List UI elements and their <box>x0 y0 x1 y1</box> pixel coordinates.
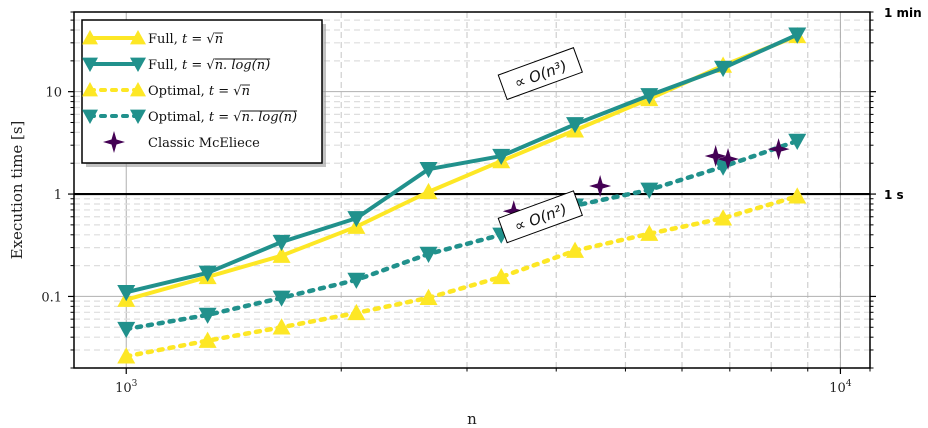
legend-marker <box>103 131 125 153</box>
annotation-box <box>497 47 583 101</box>
series-line-2 <box>123 194 800 359</box>
legend: Full, t = √n Full, t = √n. log(n) Optimal,… <box>81 19 326 167</box>
series-0-point <box>419 182 438 200</box>
legend-label-4: Classic McEliece <box>148 136 260 151</box>
legend-marker <box>130 109 146 124</box>
ticks: 103 104 0.1 1 10 1 min 1 s <box>41 6 921 396</box>
scatter-point <box>767 138 790 161</box>
series-2-point <box>566 241 585 258</box>
right-axis-label: 1 min <box>884 6 922 20</box>
y-tick-label: 10 <box>45 86 62 101</box>
series-3-point <box>198 307 217 324</box>
series-3-point <box>272 290 291 307</box>
scatter-point <box>717 147 740 170</box>
series-1-point <box>419 161 438 179</box>
series-1-point <box>272 234 291 252</box>
legend-marker <box>130 30 146 45</box>
series-3-point <box>347 272 366 289</box>
series-2-point <box>347 303 366 321</box>
series-1-point <box>492 148 511 166</box>
legend-marker <box>82 82 98 97</box>
series-3-point <box>117 321 136 339</box>
legend-marker <box>130 57 146 72</box>
scatter-point <box>589 174 612 197</box>
legend-marker <box>130 82 146 97</box>
y-axis-title: Execution time [s] <box>8 121 26 260</box>
series-3-point <box>419 246 438 263</box>
x-tick-label: 103 <box>115 379 138 396</box>
series-2-point <box>714 209 733 226</box>
series-1-point <box>347 211 366 228</box>
series-1-point <box>566 117 585 134</box>
right-axis-label: 1 s <box>884 188 904 202</box>
scatter-point <box>704 145 727 168</box>
series-3-point <box>640 182 659 199</box>
series-2-point <box>272 318 291 335</box>
series-2-point <box>198 331 217 348</box>
scatter-point <box>502 200 525 223</box>
series-0-point <box>272 246 291 263</box>
series-1-point <box>198 265 217 282</box>
legend-label-0: Full, t = √n <box>148 32 223 47</box>
x-axis-title: n <box>467 410 477 428</box>
series-1-point <box>640 88 659 105</box>
series-1-point <box>117 284 136 302</box>
series-1-point <box>714 60 733 78</box>
series-layer <box>117 26 807 364</box>
plot-frame <box>73 11 871 369</box>
series-1-point <box>788 27 807 44</box>
annotation: ∝ O(n²) <box>497 190 583 244</box>
series-line-1 <box>125 32 799 295</box>
legend-label-3: Optimal, t = √n. log(n) <box>148 110 297 125</box>
series-2-point <box>640 224 659 241</box>
legend-marker <box>82 30 98 45</box>
x-tick-label: 104 <box>829 379 852 396</box>
series-2-point <box>788 187 807 204</box>
y-tick-label: 0.1 <box>41 290 62 305</box>
legend-label-1: Full, t = √n. log(n) <box>148 58 270 73</box>
legend-marker <box>82 109 98 124</box>
y-tick-label: 1 <box>54 188 62 203</box>
legend-marker <box>82 57 98 72</box>
series-2-point <box>117 347 136 364</box>
scatter-layer <box>502 138 790 223</box>
series-line-3 <box>123 138 800 332</box>
series-2-point <box>419 288 438 305</box>
annotation-box <box>497 190 583 244</box>
series-3-point <box>788 133 807 150</box>
series-2-point <box>492 267 511 285</box>
legend-label-2: Optimal, t = √n <box>148 84 250 99</box>
